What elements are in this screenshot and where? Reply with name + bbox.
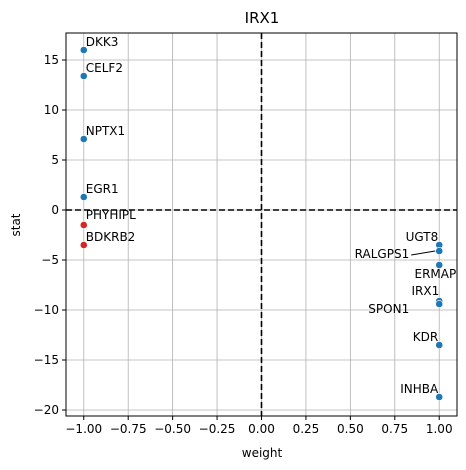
y-tick-label: −5 (41, 253, 59, 267)
data-point (435, 341, 444, 349)
point-label: INHBA (400, 382, 439, 396)
x-tick-label: 0.50 (337, 422, 364, 436)
y-tick-label: 0 (51, 203, 59, 217)
label-leader-line (411, 250, 436, 256)
x-tick-label: −1.00 (65, 422, 102, 436)
x-tick-label: 1.00 (426, 422, 453, 436)
point-label: EGR1 (86, 182, 119, 196)
data-point (435, 393, 444, 401)
y-tick-label: −20 (34, 403, 59, 417)
x-axis-label: weight (242, 446, 283, 460)
y-tick-label: 5 (51, 153, 59, 167)
data-point (435, 300, 444, 308)
x-tick-label: 0.25 (293, 422, 320, 436)
point-label: UGT8 (406, 230, 439, 244)
y-tick-label: −10 (34, 303, 59, 317)
x-tick-label: −0.50 (154, 422, 191, 436)
x-tick-label: −0.25 (199, 422, 236, 436)
data-point (435, 247, 444, 255)
data-point (79, 72, 88, 80)
ticks-layer: −1.00 −0.75 −0.50 −0.25 0.00 0.25 0.50 0.75 1.00… (34, 53, 453, 436)
data-point (79, 241, 88, 249)
data-point (435, 261, 444, 269)
y-tick-label: −15 (34, 353, 59, 367)
point-label: CELF2 (86, 61, 123, 75)
point-label: RALGPS1 (355, 247, 410, 261)
x-tick-label: 0.75 (381, 422, 408, 436)
y-axis-label: stat (9, 213, 23, 236)
points-layer (79, 46, 444, 401)
point-label: DKK3 (86, 35, 119, 49)
reference-lines (66, 33, 457, 416)
x-tick-label: 0.00 (248, 422, 275, 436)
chart-title: IRX1 (245, 9, 280, 27)
point-label: PHYHIPL (86, 208, 136, 222)
point-label: ERMAP (415, 267, 457, 281)
point-label: NPTX1 (86, 124, 125, 138)
point-label: SPON1 (368, 302, 409, 316)
y-tick-label: 10 (44, 103, 59, 117)
data-point (79, 221, 88, 229)
y-tick-label: 15 (44, 53, 59, 67)
point-label: KDR (413, 330, 438, 344)
data-point (79, 46, 88, 54)
point-label: IRX1 (411, 284, 439, 298)
point-label: BDKRB2 (86, 230, 136, 244)
point-labels-layer: DKK3 CELF2 NPTX1 EGR1 PHYHIPL BDKRB2 UGT8 RALGP… (86, 35, 456, 396)
x-tick-label: −0.75 (110, 422, 147, 436)
data-point (79, 193, 88, 201)
data-point (79, 135, 88, 143)
